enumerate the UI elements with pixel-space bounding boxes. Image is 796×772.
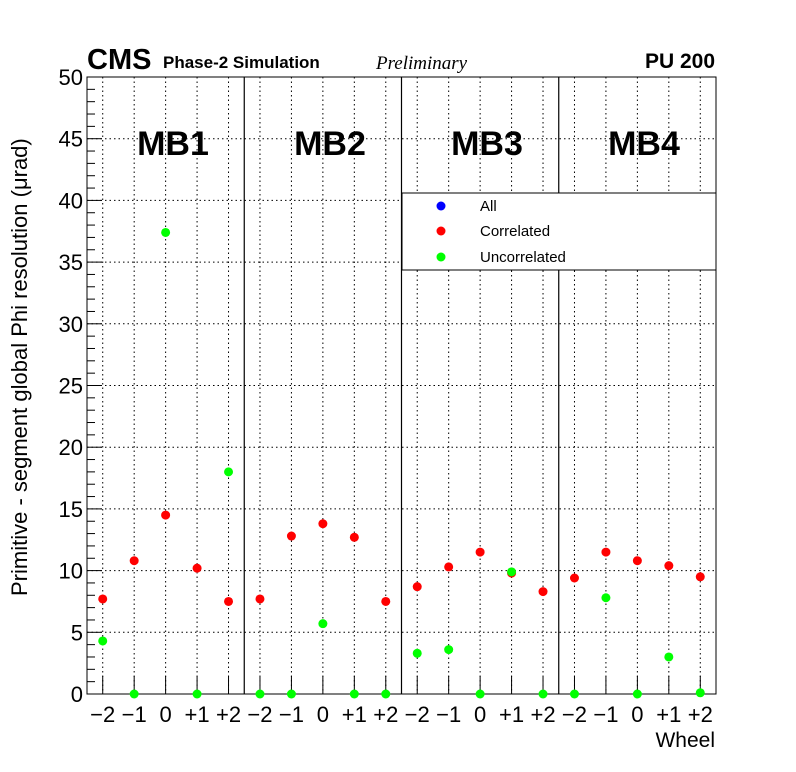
x-tick-label: +1 (656, 702, 681, 727)
data-point-uncorrelated (444, 645, 454, 655)
x-tick-label: −2 (405, 702, 430, 727)
data-point-correlated (601, 547, 611, 557)
station-label-mb3: MB3 (451, 125, 523, 163)
data-point-correlated (381, 596, 391, 606)
data-point-correlated (538, 587, 548, 597)
data-point-correlated (569, 573, 579, 583)
data-point-uncorrelated (632, 689, 642, 699)
data-point-correlated (318, 519, 328, 529)
x-tick-label: 0 (160, 702, 172, 727)
data-point-uncorrelated (349, 689, 359, 699)
x-tick-label: +2 (530, 702, 555, 727)
data-point-correlated (475, 547, 485, 557)
data-points (98, 227, 705, 699)
data-point-correlated (224, 596, 234, 606)
data-point-uncorrelated (507, 567, 517, 577)
y-tick-label: 10 (59, 559, 83, 584)
legend-marker-uncorrelated (436, 252, 446, 262)
x-tick-label: −1 (593, 702, 618, 727)
x-tick-label: −1 (279, 702, 304, 727)
data-point-correlated (412, 582, 422, 592)
data-point-correlated (192, 563, 202, 573)
x-tick-label: +2 (373, 702, 398, 727)
pileup-label: PU 200 (645, 50, 715, 73)
x-tick-label: +1 (185, 702, 210, 727)
y-tick-label: 15 (59, 497, 83, 522)
legend: All Correlated Uncorrelated (401, 192, 717, 271)
x-tick-label: −1 (436, 702, 461, 727)
x-axis-label: Wheel (655, 729, 715, 752)
data-point-correlated (129, 556, 139, 566)
y-axis-label: Primitive - segment global Phi resolutio… (7, 138, 32, 596)
y-tick-label: 50 (59, 65, 83, 90)
data-point-uncorrelated (538, 689, 548, 699)
data-point-correlated (349, 532, 359, 542)
x-tick-label: +2 (216, 702, 241, 727)
grid-lines (87, 77, 716, 694)
x-tick-label: −2 (562, 702, 587, 727)
data-point-uncorrelated (192, 689, 202, 699)
y-tick-label: 45 (59, 127, 83, 152)
data-point-correlated (444, 562, 454, 572)
x-tick-label: −2 (90, 702, 115, 727)
data-point-uncorrelated (161, 227, 171, 237)
station-labels: MB1 MB2 MB3 MB4 (137, 125, 680, 163)
data-point-correlated (695, 572, 705, 582)
data-point-correlated (161, 510, 171, 520)
legend-entry-all: All (480, 198, 497, 215)
data-point-uncorrelated (475, 689, 485, 699)
x-tick-label: +1 (499, 702, 524, 727)
simulation-label: Phase-2 Simulation (163, 53, 320, 72)
legend-box (401, 192, 717, 271)
y-tick-label: 25 (59, 374, 83, 399)
data-point-correlated (632, 556, 642, 566)
data-point-uncorrelated (318, 619, 328, 629)
plot-frame (86, 76, 717, 695)
x-tick-label: 0 (631, 702, 643, 727)
data-point-uncorrelated (286, 689, 296, 699)
legend-marker-correlated (436, 226, 446, 236)
station-label-mb2: MB2 (294, 125, 366, 163)
preliminary-label: Preliminary (375, 53, 468, 74)
x-tick-label: +2 (688, 702, 713, 727)
data-point-uncorrelated (569, 689, 579, 699)
data-point-correlated (286, 531, 296, 541)
x-tick-label: 0 (474, 702, 486, 727)
y-tick-label: 30 (59, 312, 83, 337)
data-point-uncorrelated (381, 689, 391, 699)
y-tick-label: 40 (59, 188, 83, 213)
data-point-uncorrelated (664, 652, 674, 662)
data-point-uncorrelated (695, 688, 705, 698)
y-tick-label: 20 (59, 435, 83, 460)
y-tick-label: 5 (71, 620, 83, 645)
data-point-uncorrelated (98, 636, 108, 646)
data-point-correlated (98, 594, 108, 604)
data-point-uncorrelated (601, 593, 611, 603)
cms-label: CMS (87, 44, 151, 76)
data-point-uncorrelated (224, 467, 234, 477)
x-tick-label: +1 (342, 702, 367, 727)
x-tick-label: −2 (247, 702, 272, 727)
x-tick-label: −1 (122, 702, 147, 727)
legend-marker-all (436, 201, 446, 211)
station-label-mb1: MB1 (137, 125, 209, 163)
data-point-correlated (664, 561, 674, 571)
x-tick-label: 0 (317, 702, 329, 727)
legend-entry-correlated: Correlated (480, 223, 550, 240)
y-tick-label: 35 (59, 250, 83, 275)
data-point-correlated (255, 594, 265, 604)
legend-entry-uncorrelated: Uncorrelated (480, 249, 566, 266)
y-tick-label: 0 (71, 682, 83, 707)
data-point-uncorrelated (129, 689, 139, 699)
data-point-uncorrelated (255, 689, 265, 699)
station-label-mb4: MB4 (608, 125, 680, 163)
data-point-uncorrelated (412, 648, 422, 658)
